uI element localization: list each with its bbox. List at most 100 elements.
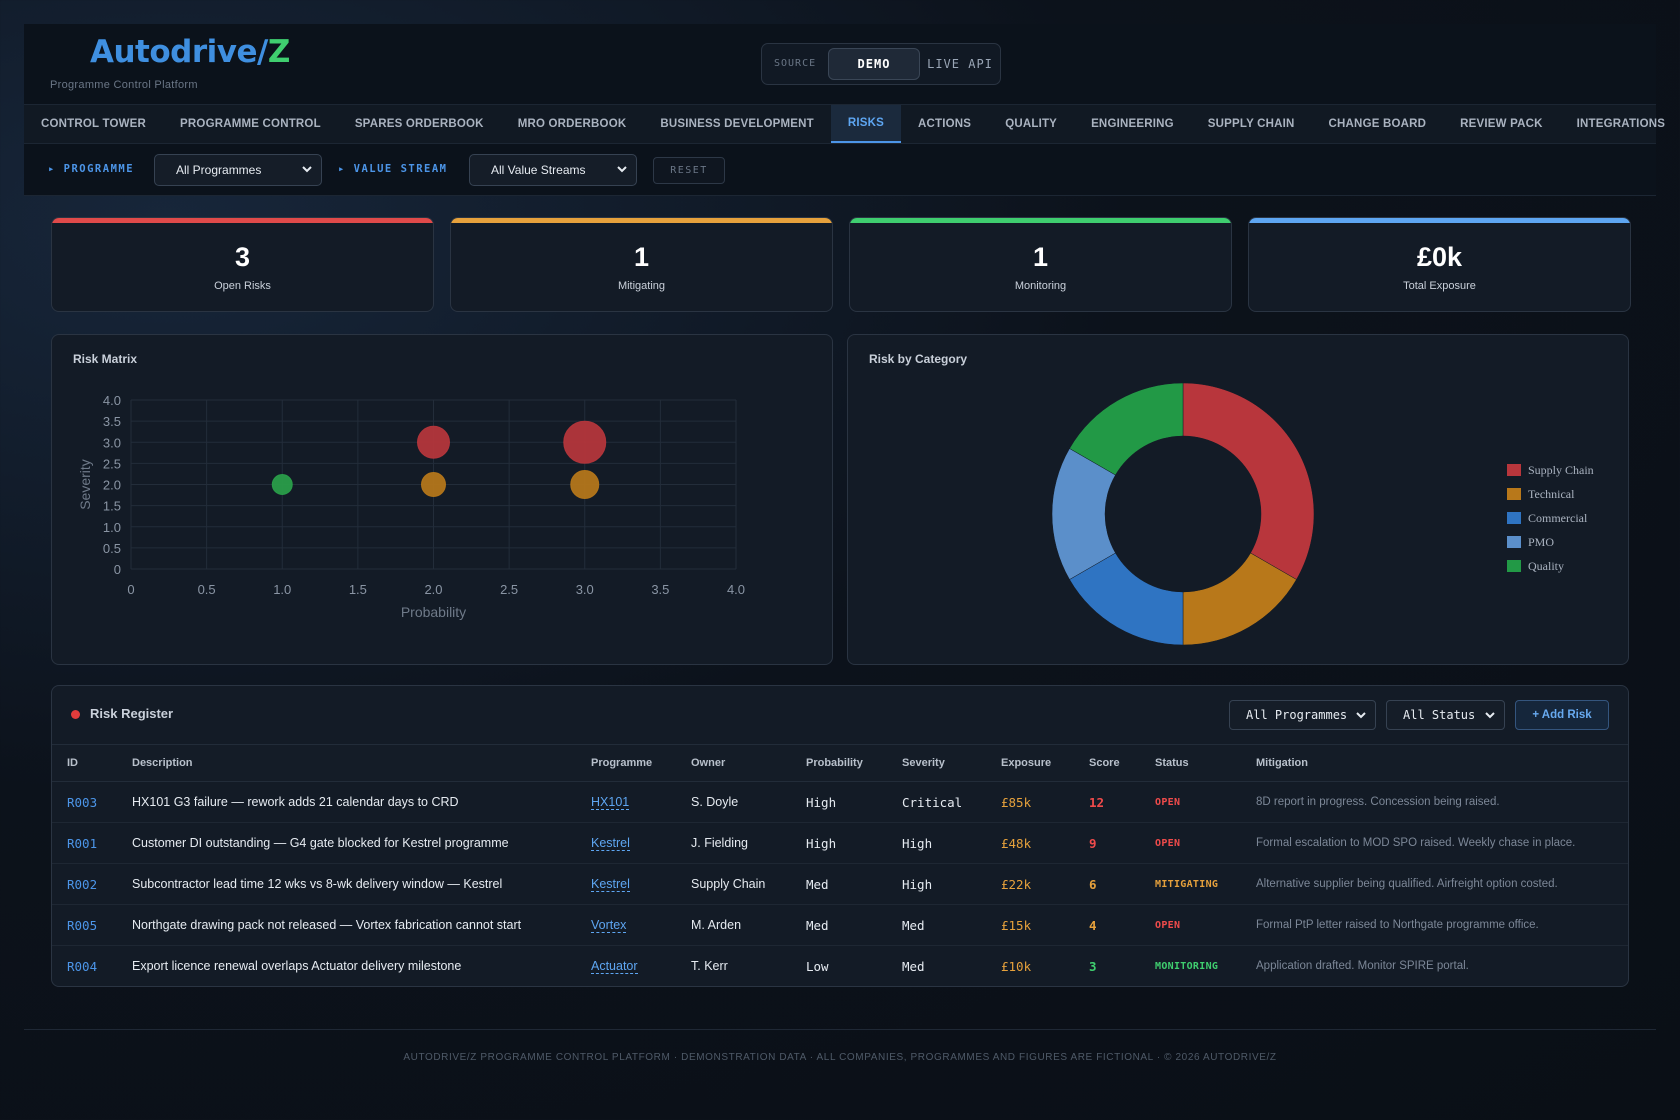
value-stream-filter-label: ▸ VALUE STREAM: [338, 163, 448, 175]
nav-tab-spares-orderbook[interactable]: SPARES ORDERBOOK: [354, 118, 484, 130]
risk-score: 4: [1089, 917, 1097, 933]
table-row[interactable]: R002 Subcontractor lead time 12 wks vs 8…: [52, 864, 1628, 905]
nav-tab-supply-chain[interactable]: SUPPLY CHAIN: [1207, 118, 1295, 130]
table-row[interactable]: R005 Northgate drawing pack not released…: [52, 905, 1628, 946]
nav-tab-change-board[interactable]: CHANGE BOARD: [1328, 118, 1427, 130]
column-header[interactable]: Mitigation: [1256, 757, 1308, 769]
app-header: Autodrive/Z Programme Control Platform S…: [24, 24, 1656, 104]
risk-probability: Med: [806, 876, 829, 892]
risk-exposure: £48k: [1001, 835, 1032, 851]
footer-text: AUTODRIVE/Z PROGRAMME CONTROL PLATFORM ·…: [403, 1052, 1277, 1063]
column-header[interactable]: Severity: [902, 757, 945, 769]
risk-register-panel: Risk Register All Programmes All Status …: [51, 685, 1629, 987]
source-live-api-button[interactable]: LIVE API: [927, 57, 993, 71]
programme-link[interactable]: Kestrel: [591, 877, 630, 892]
legend-swatch: [1507, 560, 1521, 572]
column-header[interactable]: Probability: [806, 757, 863, 769]
column-header[interactable]: Owner: [691, 757, 726, 769]
nav-tab-mro-orderbook[interactable]: MRO ORDERBOOK: [517, 118, 627, 130]
risk-bubble: [563, 420, 607, 464]
column-header[interactable]: Status: [1155, 757, 1189, 769]
legend-label: PMO: [1528, 534, 1555, 549]
reset-button[interactable]: RESET: [653, 157, 725, 184]
register-programme-value: All Programmes: [1246, 708, 1348, 722]
nav-tab-control-tower[interactable]: CONTROL TOWER: [41, 118, 147, 130]
risk-description: Northgate drawing pack not released — Vo…: [132, 918, 522, 932]
risk-matrix-title: Risk Matrix: [73, 352, 138, 366]
register-programme-select[interactable]: All Programmes: [1229, 700, 1376, 730]
column-header[interactable]: ID: [67, 757, 78, 769]
add-risk-button[interactable]: + Add Risk: [1515, 700, 1609, 730]
column-header[interactable]: Exposure: [1001, 757, 1052, 769]
risk-mitigation: Alternative supplier being qualified. Ai…: [1256, 878, 1558, 890]
column-header[interactable]: Programme: [591, 757, 653, 769]
nav-tab-risks[interactable]: RISKS: [830, 105, 902, 143]
nav-tab-integrations[interactable]: INTEGRATIONS: [1576, 118, 1666, 130]
x-tick-label: 0.5: [198, 582, 216, 597]
programme-link[interactable]: Vortex: [591, 918, 627, 933]
x-tick-label: 3.5: [651, 582, 669, 597]
nav-tab-quality[interactable]: QUALITY: [1005, 118, 1058, 130]
risk-id[interactable]: R001: [67, 835, 98, 851]
risk-matrix-chart: 0 0.5 1.0 1.5 2.0 2.5 3.0 3.5 4.0 0 0.5 1.0 1.5 2.0 2.…: [77, 393, 745, 620]
risk-register-title: Risk Register: [90, 706, 174, 721]
main-nav: CONTROL TOWER PROGRAMME CONTROL SPARES O…: [24, 104, 1665, 144]
x-tick-label: 0: [127, 582, 134, 597]
register-status-select[interactable]: All Status: [1386, 700, 1505, 730]
risk-id[interactable]: R005: [67, 917, 98, 933]
logo: Autodrive/Z: [90, 34, 290, 70]
y-tick-label: 0: [114, 562, 121, 577]
legend-label: Technical: [1528, 486, 1575, 501]
risk-score: 3: [1089, 958, 1097, 974]
nav-tab-review-pack[interactable]: REVIEW PACK: [1460, 118, 1543, 130]
programme-link[interactable]: Actuator: [591, 959, 638, 975]
y-tick-label: 2.5: [103, 456, 121, 471]
kpi-open-risks: 3 Open Risks: [51, 217, 434, 312]
kpi-value: £0k: [1416, 242, 1463, 272]
risk-id[interactable]: R002: [67, 876, 98, 892]
risk-score: 12: [1089, 794, 1105, 810]
risk-exposure: £85k: [1001, 794, 1032, 810]
programme-link[interactable]: HX101: [591, 795, 630, 810]
kpi-total-exposure: £0k Total Exposure: [1248, 217, 1631, 312]
table-row[interactable]: R004 Export licence renewal overlaps Act…: [52, 946, 1628, 987]
chart-legend: Supply Chain Technical Commercial PMO Qualit…: [1507, 458, 1594, 578]
risk-score: 6: [1089, 876, 1097, 892]
nav-tab-business-development[interactable]: BUSINESS DEVELOPMENT: [660, 118, 814, 130]
x-axis-label: Probability: [401, 604, 466, 620]
value-stream-select[interactable]: All Value Streams: [469, 154, 637, 186]
kpi-label: Open Risks: [214, 280, 271, 292]
programme-link[interactable]: Kestrel: [591, 836, 630, 851]
risk-owner: S. Doyle: [691, 795, 739, 809]
risk-id[interactable]: R003: [67, 794, 98, 810]
kpi-accent-bar: [850, 218, 1231, 223]
risk-probability: Low: [806, 958, 829, 974]
risk-bubble: [417, 425, 450, 459]
programme-select[interactable]: All Programmes: [154, 154, 322, 186]
source-demo-button[interactable]: DEMO: [828, 48, 920, 80]
donut-slice: [1069, 382, 1184, 476]
legend-swatch: [1507, 536, 1521, 548]
table-row[interactable]: R001 Customer DI outstanding — G4 gate b…: [52, 823, 1628, 864]
column-header[interactable]: Description: [132, 757, 193, 769]
nav-tab-actions[interactable]: ACTIONS: [918, 118, 972, 130]
legend-swatch: [1507, 512, 1521, 524]
table-row[interactable]: R003 HX101 G3 failure — rework adds 21 c…: [52, 782, 1628, 823]
status-badge: OPEN: [1155, 796, 1181, 808]
nav-tab-programme-control[interactable]: PROGRAMME CONTROL: [180, 118, 321, 130]
risk-description: Export licence renewal overlaps Actuator…: [132, 959, 462, 974]
x-tick-label: 3.0: [576, 582, 594, 597]
x-tick-label: 1.5: [349, 582, 367, 597]
column-header[interactable]: Score: [1089, 757, 1120, 769]
nav-tab-engineering[interactable]: ENGINEERING: [1091, 118, 1174, 130]
x-tick-label: 4.0: [727, 582, 745, 597]
y-axis-label: Severity: [77, 459, 93, 510]
legend-item: PMO: [1507, 530, 1594, 554]
risk-probability: High: [806, 794, 837, 810]
risk-description: Customer DI outstanding — G4 gate blocke…: [132, 836, 509, 850]
risk-category-chart: [1051, 382, 1315, 646]
risk-id[interactable]: R004: [67, 958, 98, 974]
status-dot-icon: [71, 710, 80, 719]
legend-item: Quality: [1507, 554, 1594, 578]
table-header-row: ID Description Programme Owner Probabili…: [52, 744, 1628, 782]
